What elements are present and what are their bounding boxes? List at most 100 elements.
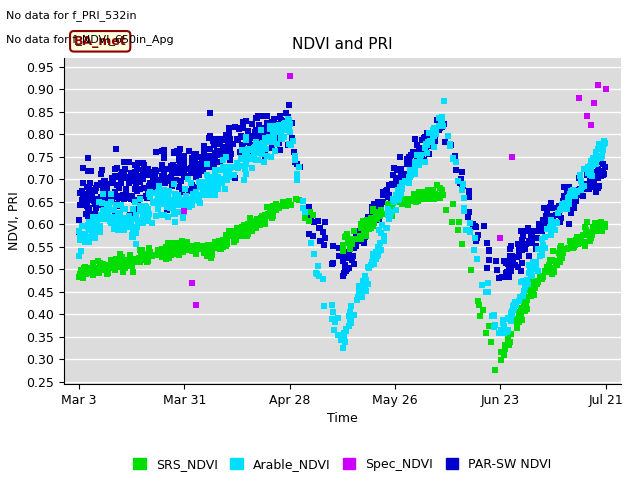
Point bbox=[260, 136, 271, 144]
Point bbox=[138, 172, 148, 180]
Point bbox=[269, 132, 280, 140]
Point bbox=[373, 198, 383, 205]
Point bbox=[359, 222, 369, 229]
Point bbox=[120, 205, 130, 213]
Point bbox=[262, 127, 273, 134]
Point bbox=[188, 246, 198, 254]
Point bbox=[401, 198, 411, 206]
Point bbox=[132, 187, 142, 194]
Point bbox=[415, 151, 426, 159]
Point bbox=[145, 168, 155, 176]
Point bbox=[274, 204, 284, 212]
Point bbox=[80, 230, 90, 238]
Point bbox=[238, 149, 248, 156]
Point bbox=[529, 291, 539, 299]
Point bbox=[355, 224, 365, 232]
Point bbox=[277, 125, 287, 133]
Point bbox=[555, 256, 565, 264]
Point bbox=[285, 120, 295, 128]
Point bbox=[421, 144, 431, 151]
Point bbox=[174, 183, 184, 191]
Point bbox=[246, 227, 257, 235]
Point bbox=[581, 226, 591, 233]
Point bbox=[103, 203, 113, 211]
Point bbox=[227, 230, 237, 238]
Point bbox=[239, 176, 249, 184]
Point bbox=[436, 113, 447, 121]
Point bbox=[376, 204, 386, 211]
Point bbox=[282, 108, 292, 116]
Point bbox=[308, 232, 319, 240]
Point bbox=[499, 324, 509, 332]
Point bbox=[213, 138, 223, 146]
Point bbox=[414, 193, 424, 201]
Point bbox=[572, 236, 582, 243]
Point bbox=[232, 224, 242, 232]
Point bbox=[396, 190, 406, 198]
Point bbox=[209, 177, 219, 184]
Point bbox=[119, 158, 129, 166]
Point bbox=[205, 189, 215, 196]
Point bbox=[539, 204, 549, 212]
Point bbox=[100, 205, 111, 213]
Point bbox=[393, 197, 403, 204]
Point bbox=[445, 140, 456, 148]
Point bbox=[113, 261, 123, 269]
Point bbox=[538, 216, 548, 224]
Point bbox=[110, 172, 120, 180]
Point bbox=[105, 262, 115, 269]
Point bbox=[545, 204, 556, 211]
Point bbox=[84, 267, 94, 275]
Point bbox=[207, 138, 218, 145]
Point bbox=[106, 256, 116, 264]
Point bbox=[371, 255, 381, 263]
Point bbox=[149, 252, 159, 259]
Point bbox=[407, 196, 417, 204]
Point bbox=[529, 265, 539, 273]
Point bbox=[179, 203, 189, 211]
Point bbox=[118, 175, 128, 182]
Point bbox=[79, 235, 90, 242]
Point bbox=[250, 143, 260, 151]
Point bbox=[355, 290, 365, 298]
Point bbox=[202, 252, 212, 260]
Point bbox=[227, 232, 237, 240]
Point bbox=[266, 209, 276, 217]
Point bbox=[191, 170, 201, 178]
Point bbox=[494, 274, 504, 282]
Point bbox=[404, 154, 414, 161]
Point bbox=[175, 246, 185, 253]
Point bbox=[334, 252, 344, 260]
Point bbox=[399, 196, 409, 204]
Point bbox=[525, 240, 536, 247]
Point bbox=[596, 144, 607, 152]
Point bbox=[266, 138, 276, 146]
Point bbox=[527, 272, 537, 279]
Point bbox=[115, 263, 125, 271]
Point bbox=[547, 227, 557, 234]
Point bbox=[111, 263, 122, 271]
Point bbox=[522, 296, 532, 304]
Point bbox=[477, 281, 488, 288]
Point bbox=[351, 231, 361, 239]
Point bbox=[383, 211, 394, 219]
Point bbox=[143, 217, 153, 225]
Point bbox=[180, 244, 190, 252]
Point bbox=[175, 247, 185, 255]
Point bbox=[128, 170, 138, 178]
Point bbox=[81, 210, 92, 217]
Point bbox=[248, 134, 258, 142]
Point bbox=[236, 226, 246, 234]
Point bbox=[358, 224, 369, 231]
Point bbox=[588, 223, 598, 231]
Point bbox=[209, 153, 220, 161]
Point bbox=[587, 231, 597, 239]
Point bbox=[508, 302, 518, 310]
Point bbox=[524, 269, 534, 277]
Point bbox=[546, 226, 556, 234]
Point bbox=[161, 250, 171, 258]
Point bbox=[169, 244, 179, 252]
Point bbox=[127, 192, 138, 200]
Point bbox=[199, 163, 209, 171]
Point bbox=[143, 166, 153, 173]
